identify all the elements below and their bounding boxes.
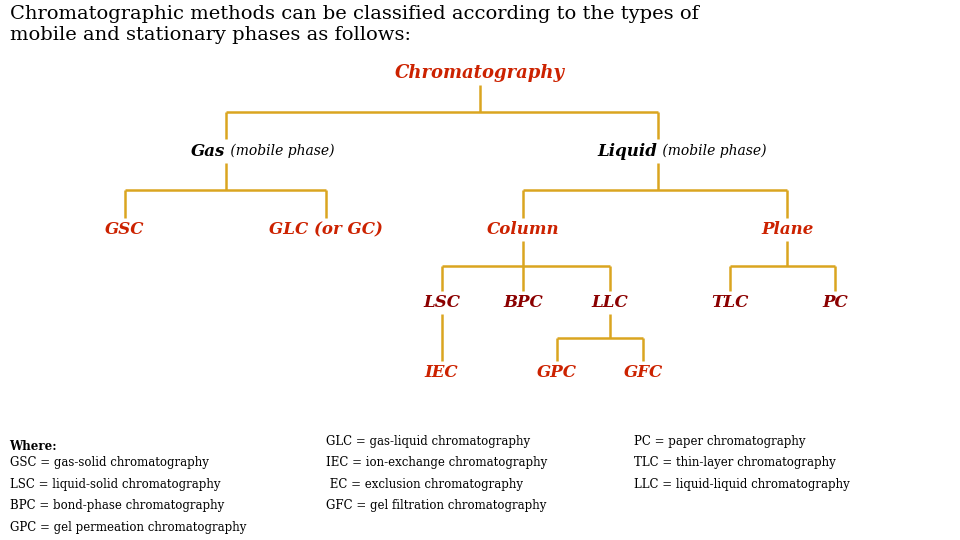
Text: PC: PC xyxy=(823,294,848,311)
Text: GLC = gas-liquid chromatography: GLC = gas-liquid chromatography xyxy=(326,435,531,448)
Text: GPC = gel permeation chromatography: GPC = gel permeation chromatography xyxy=(10,521,246,534)
Text: IEC = ion-exchange chromatography: IEC = ion-exchange chromatography xyxy=(326,456,547,469)
Text: PC = paper chromatography: PC = paper chromatography xyxy=(634,435,805,448)
Text: GSC = gas-solid chromatography: GSC = gas-solid chromatography xyxy=(10,456,208,469)
Text: BPC = bond-phase chromatography: BPC = bond-phase chromatography xyxy=(10,500,224,512)
Text: LSC = liquid-solid chromatography: LSC = liquid-solid chromatography xyxy=(10,478,220,491)
Text: LLC: LLC xyxy=(591,294,628,311)
Text: Plane: Plane xyxy=(761,221,813,238)
Text: Liquid: Liquid xyxy=(598,143,658,160)
Text: Column: Column xyxy=(487,221,560,238)
Text: Chromatographic methods can be classified according to the types of
mobile and s: Chromatographic methods can be classifie… xyxy=(10,5,699,44)
Text: GLC (or GC): GLC (or GC) xyxy=(270,221,383,238)
Text: GFC = gel filtration chromatography: GFC = gel filtration chromatography xyxy=(326,500,547,512)
Text: Gas: Gas xyxy=(191,143,226,160)
Text: BPC: BPC xyxy=(503,294,543,311)
Text: GFC: GFC xyxy=(624,364,662,381)
Text: (mobile phase): (mobile phase) xyxy=(658,144,766,158)
Text: LSC: LSC xyxy=(423,294,460,311)
Text: Chromatography: Chromatography xyxy=(395,64,565,82)
Text: TLC = thin-layer chromatography: TLC = thin-layer chromatography xyxy=(634,456,835,469)
Text: TLC: TLC xyxy=(711,294,748,311)
Text: GSC: GSC xyxy=(105,221,145,238)
Text: LLC = liquid-liquid chromatography: LLC = liquid-liquid chromatography xyxy=(634,478,850,491)
Text: (mobile phase): (mobile phase) xyxy=(226,144,334,158)
Text: EC = exclusion chromatography: EC = exclusion chromatography xyxy=(326,478,523,491)
Text: Where:: Where: xyxy=(10,440,58,453)
Text: IEC: IEC xyxy=(424,364,459,381)
Text: GPC: GPC xyxy=(537,364,577,381)
